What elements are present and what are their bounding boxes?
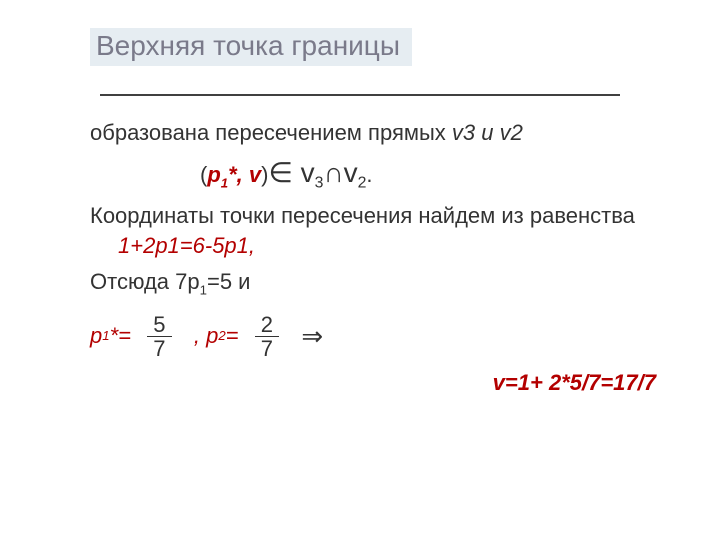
frac1-den: 7 bbox=[147, 337, 171, 360]
f-in: ∈ bbox=[268, 157, 300, 188]
f-cap: ∩ bbox=[323, 157, 343, 188]
eq-p1-a: р bbox=[90, 321, 102, 351]
slide: Верхняя точка границы образована пересеч… bbox=[0, 0, 720, 540]
eq-p1-b: *= bbox=[110, 321, 131, 351]
line-result: v=1+ 2*5/7=17/7 bbox=[90, 368, 680, 398]
frac2-num: 2 bbox=[255, 313, 279, 337]
text-hence-a: Отсюда 7р bbox=[90, 269, 200, 294]
frac1-num: 5 bbox=[147, 313, 171, 337]
slide-body: образована пересечением прямых v3 и v2 (… bbox=[90, 118, 680, 397]
eq-p2-a: , р bbox=[194, 321, 218, 351]
title-divider bbox=[100, 94, 620, 96]
fraction-1: 5 7 bbox=[147, 313, 171, 360]
line-coords: Координаты точки пересечения найдем из р… bbox=[90, 201, 680, 260]
text-coords-a: Координаты точки пересечения найдем из р… bbox=[90, 203, 635, 228]
line-intro: образована пересечением прямых v3 и v2 bbox=[90, 118, 680, 148]
f-v1: v bbox=[301, 157, 315, 188]
f-star-v: *, v bbox=[228, 162, 261, 187]
text-hence-sub: 1 bbox=[200, 282, 207, 297]
arrow-icon: ⇒ bbox=[301, 319, 323, 354]
text-intro-b: v3 и v2 bbox=[452, 120, 523, 145]
eq-p2-b: = bbox=[226, 321, 239, 351]
line-formula: (р1*, v)∈ v3∩v2. bbox=[90, 154, 680, 192]
f-v2: v bbox=[344, 157, 358, 188]
text-hence-b: =5 и bbox=[207, 269, 250, 294]
f-dot: . bbox=[366, 162, 372, 187]
text-coords-eq: 1+2р1=6-5р1, bbox=[118, 233, 255, 258]
fraction-2: 2 7 bbox=[255, 313, 279, 360]
f-p: р bbox=[207, 162, 220, 187]
frac2-den: 7 bbox=[255, 337, 279, 360]
text-intro-a: образована пересечением прямых bbox=[90, 120, 452, 145]
line-hence: Отсюда 7р1=5 и bbox=[90, 267, 680, 297]
slide-title: Верхняя точка границы bbox=[90, 28, 412, 66]
line-equation: р1*= 5 7 , р2= 2 7 ⇒ bbox=[90, 313, 680, 360]
